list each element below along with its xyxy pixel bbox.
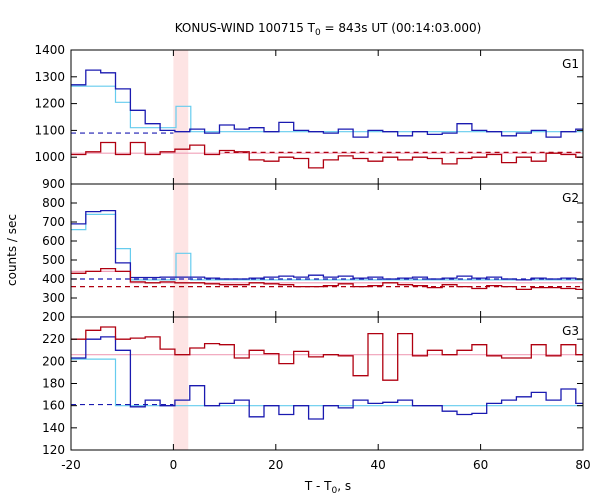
step-series-0 — [71, 69, 583, 138]
y-tick-label: 220 — [42, 332, 65, 346]
panel-plot-area — [71, 184, 583, 317]
y-tick-label: 140 — [42, 421, 65, 435]
y-tick-label: 1100 — [34, 123, 65, 137]
y-tick-label: 300 — [42, 291, 65, 305]
y-tick-label: 600 — [42, 234, 65, 248]
x-tick-label: 40 — [371, 458, 386, 472]
y-axis-label: counts / sec — [5, 214, 19, 286]
y-tick-label: 800 — [42, 196, 65, 210]
step-series-0 — [71, 209, 583, 281]
background-series-0 — [71, 213, 583, 281]
y-tick-label: 160 — [42, 399, 65, 413]
step-series-1 — [71, 267, 583, 291]
x-axis-label: T - T0, s — [304, 479, 351, 496]
y-tick-label: 900 — [42, 177, 65, 191]
background-series-0 — [71, 358, 583, 407]
step-series-0 — [71, 336, 583, 420]
panel-label: G3 — [562, 324, 579, 338]
highlight-band — [173, 317, 189, 450]
y-tick-label: 200 — [42, 354, 65, 368]
y-tick-label: 200 — [42, 310, 65, 324]
panel-label: G1 — [562, 57, 579, 71]
panel-label: G2 — [562, 191, 579, 205]
panel-g1: 900 1000 1100 1200 1300 1400 G1 — [34, 43, 584, 191]
x-tick-labels: -20 0 20 40 60 80 — [61, 458, 590, 472]
highlight-band — [173, 50, 189, 184]
panel-g2: 200 300 400 500 600 700 800 G2 — [42, 183, 584, 324]
y-tick-label: 1000 — [34, 150, 65, 164]
x-tick-label: 0 — [170, 458, 178, 472]
y-tick-label: 1400 — [34, 43, 65, 57]
x-tick-label: 80 — [575, 458, 590, 472]
y-tick-label: 500 — [42, 253, 65, 267]
background-series-1 — [71, 270, 583, 286]
y-tick-label: 400 — [42, 272, 65, 286]
step-series-1 — [71, 141, 583, 169]
panel-plot-area — [71, 317, 583, 450]
x-tick-label: -20 — [61, 458, 81, 472]
x-tick-label: 60 — [473, 458, 488, 472]
panel-g3: 120 140 160 180 200 220 G3 — [42, 316, 584, 457]
y-tick-label: 1300 — [34, 70, 65, 84]
background-series-0 — [71, 85, 583, 133]
y-tick-label: 1200 — [34, 97, 65, 111]
panel-frame — [70, 49, 584, 185]
y-tick-label: 700 — [42, 215, 65, 229]
plot-panels: 90010001100120013001400G1200300400500600… — [34, 43, 590, 472]
chart-title: KONUS-WIND 100715 T0 = 843s UT (00:14:03… — [175, 21, 482, 38]
panel-frame — [70, 183, 584, 318]
highlight-band — [173, 184, 189, 317]
panel-plot-area — [71, 50, 583, 184]
y-tick-label: 180 — [42, 377, 65, 391]
step-series-1 — [71, 326, 583, 381]
x-tick-label: 20 — [268, 458, 283, 472]
y-tick-label: 120 — [42, 443, 65, 457]
